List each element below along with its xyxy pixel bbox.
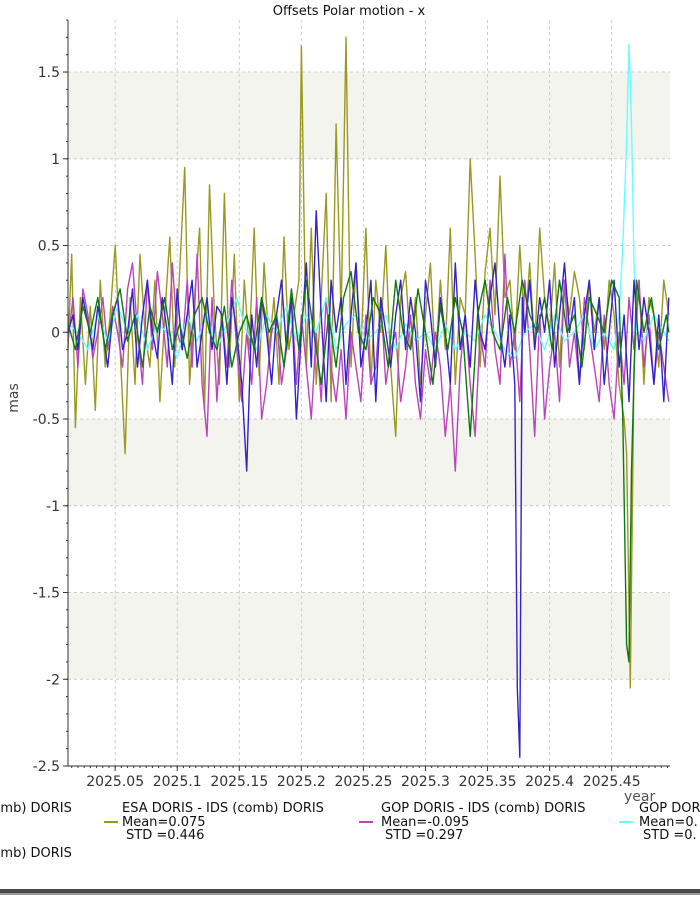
legend-std-2: STD =0.	[643, 828, 697, 843]
x-tick-label: 2025.05	[86, 774, 144, 790]
window-bottom-border	[0, 889, 700, 893]
x-tick-label: 2025.25	[334, 774, 392, 790]
legend-std-0: STD =0.446	[126, 828, 204, 843]
legend-std-1: STD =0.297	[385, 828, 463, 843]
series-line-3	[67, 210, 670, 758]
y-tick-label: -2.5	[33, 759, 60, 775]
background-bands	[68, 72, 670, 680]
x-tick-label: 2025.3	[401, 774, 450, 790]
chart-title: Offsets Polar motion - x	[273, 4, 426, 19]
legend: IDS (comb) DORIS IDS (comb) DORIS ESA DORI…	[0, 801, 700, 861]
background-band-2	[68, 592, 670, 680]
axes: 1.5 1 0.5 0 -0.5 -1 -1.5 -2 -2.5 2025.05 2025.1 202…	[33, 19, 670, 790]
legend-entry-name-0: ESA DORIS - IDS (comb) DORIS	[122, 801, 324, 816]
series-line-2	[67, 43, 670, 359]
y-tick-label: -0.5	[33, 412, 60, 428]
legend-mean-0: Mean=0.075	[122, 815, 206, 830]
legend-mean-1: Mean=-0.095	[381, 815, 469, 830]
y-tick-label: 0.5	[38, 239, 60, 255]
y-tick-label: 1.5	[38, 65, 60, 81]
x-tick-label: 2025.15	[210, 774, 268, 790]
x-tick-label: 2025.45	[583, 774, 641, 790]
x-tick-label: 2025.2	[277, 774, 326, 790]
x-tick-label: 2025.35	[459, 774, 517, 790]
y-tick-label: -1	[46, 499, 60, 515]
background-band-1	[68, 419, 670, 506]
y-axis-label: mas	[6, 383, 22, 413]
y-tick-label: -1.5	[33, 586, 60, 602]
legend-entry-name-2: GOP DORIS	[639, 801, 700, 816]
y-tick-label: -2	[46, 672, 60, 688]
series-line-4	[67, 270, 670, 663]
legend-mean-2: Mean=0.	[639, 815, 698, 830]
x-tick-label: 2025.4	[525, 774, 574, 790]
y-tick-label: 0	[51, 325, 60, 341]
legend-entry-ids-comb-name-row2: IDS (comb) DORIS	[0, 846, 72, 861]
y-tick-label: 1	[51, 152, 60, 168]
series-line-1	[67, 253, 670, 472]
window-bottom-border-shadow	[0, 893, 700, 895]
x-tick-label: 2025.1	[153, 774, 202, 790]
background-band-0	[68, 72, 670, 159]
series-lines	[67, 36, 670, 758]
legend-entry-name-1: GOP DORIS - IDS (comb) DORIS	[381, 801, 585, 816]
legend-entry-ids-comb-name: IDS (comb) DORIS	[0, 801, 72, 816]
x-axis-label: year	[624, 789, 655, 805]
